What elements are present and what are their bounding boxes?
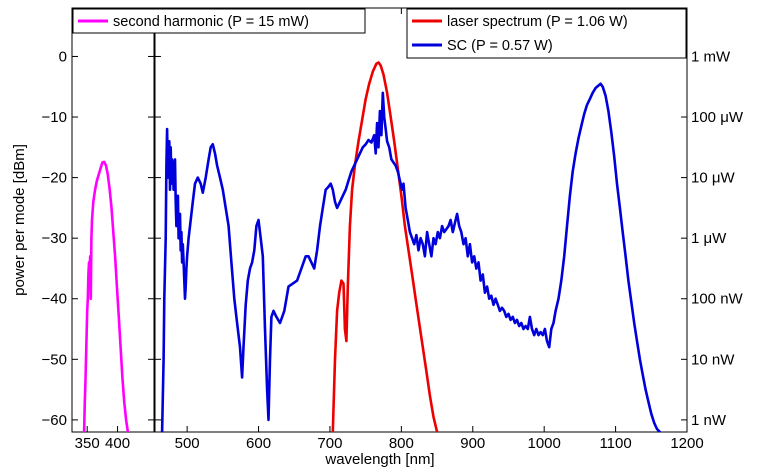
right-axis-tick-label: 10 nW xyxy=(691,351,735,368)
y-tick-label: −30 xyxy=(42,230,67,247)
legend-left: second harmonic (P = 15 mW) xyxy=(72,8,366,34)
y-axis-label: power per mode [dBm] xyxy=(11,144,28,296)
x-axis-label: wavelength [nm] xyxy=(324,451,434,468)
legend-left-label: second harmonic (P = 15 mW) xyxy=(113,14,309,30)
left-panel-series xyxy=(82,160,130,432)
x-tick-label-main: 600 xyxy=(246,435,271,452)
x-tick-label-main: 700 xyxy=(317,435,342,452)
x-tick-label-main: 500 xyxy=(175,435,200,452)
legend-left-box xyxy=(72,8,366,34)
series-line-sc xyxy=(160,82,662,432)
axes: 0 −10 −20 −30 −40 −50 −60 1 mW 100 μW 10 μW 1 μW 10… xyxy=(42,8,744,452)
x-tick-label-main: 900 xyxy=(460,435,485,452)
series-line-laser xyxy=(331,61,439,432)
y-tick-label: −20 xyxy=(42,170,67,187)
x-tick-label-main: 1100 xyxy=(599,435,631,452)
x-tick-label-main: 1200 xyxy=(670,435,703,452)
x-tick-label-main: 1000 xyxy=(527,435,560,452)
x-tick-label-main: 800 xyxy=(389,435,414,452)
main-panel-frame xyxy=(154,7,688,433)
right-axis-tick-label: 1 μW xyxy=(691,230,727,247)
x-tick-label-left: 400 xyxy=(105,435,130,452)
right-axis-tick-label: 10 μW xyxy=(691,170,735,187)
main-panel-series xyxy=(160,61,662,432)
y-tick-label: −40 xyxy=(42,291,67,308)
y-tick-label: −50 xyxy=(42,351,67,368)
right-axis-tick-label: 1 nW xyxy=(691,412,727,429)
legend-sc-label: SC (P = 0.57 W) xyxy=(447,38,553,54)
right-axis-tick-label: 1 mW xyxy=(691,48,731,65)
legend-right: laser spectrum (P = 1.06 W) SC (P = 0.57… xyxy=(406,8,687,59)
right-axis-tick-label: 100 nW xyxy=(691,291,744,308)
series-line-second xyxy=(82,160,130,432)
legend-laser-label: laser spectrum (P = 1.06 W) xyxy=(447,14,628,30)
x-tick-label-left: 350 xyxy=(75,435,100,452)
y-tick-label: −10 xyxy=(42,109,67,126)
y-tick-label: 0 xyxy=(59,48,67,65)
legend-right-box xyxy=(406,8,687,59)
right-axis-tick-label: 100 μW xyxy=(691,109,744,126)
y-tick-label: −60 xyxy=(42,412,67,429)
